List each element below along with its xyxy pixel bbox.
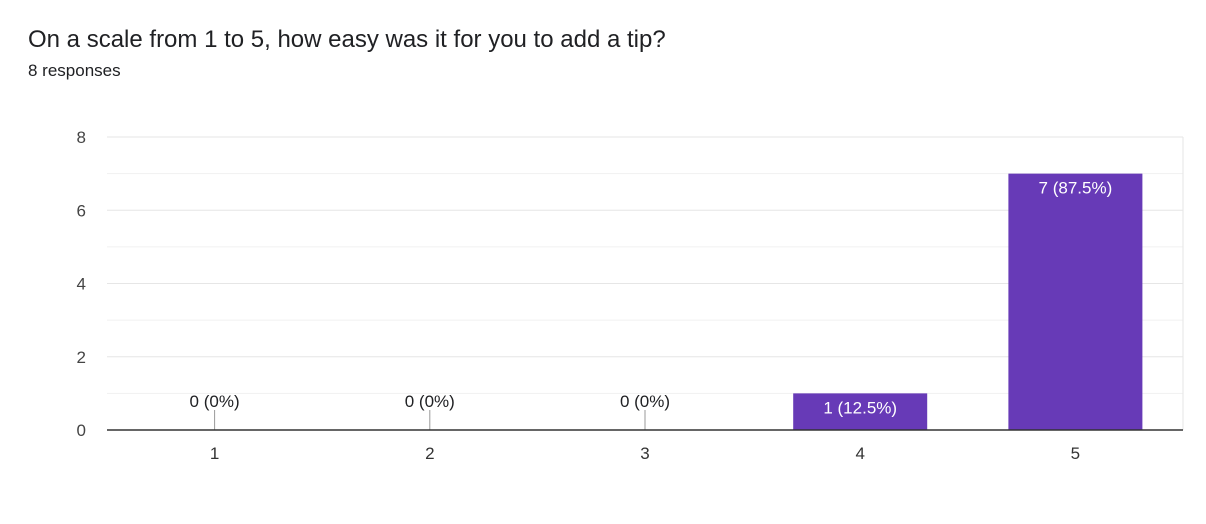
x-tick-label: 1 [210,444,219,463]
bar-data-label: 0 (0%) [190,392,240,411]
bar[interactable] [793,393,928,430]
response-count: 8 responses [28,61,121,80]
bar-data-label: 7 (87.5%) [1039,179,1113,198]
y-tick-label: 4 [77,275,86,294]
bar-data-label: 0 (0%) [405,392,455,411]
x-tick-label: 3 [640,444,649,463]
chart-header: On a scale from 1 to 5, how easy was it … [28,24,666,82]
y-tick-label: 2 [77,348,86,367]
x-tick-label: 4 [855,444,864,463]
bar[interactable] [1008,173,1143,430]
chart-title: On a scale from 1 to 5, how easy was it … [28,26,666,53]
y-tick-label: 0 [77,421,86,440]
bar-data-label: 1 (12.5%) [823,398,897,417]
x-tick-label: 5 [1071,444,1080,463]
y-tick-label: 8 [77,128,86,147]
bar-data-label: 0 (0%) [620,392,670,411]
y-tick-label: 6 [77,201,86,220]
x-tick-label: 2 [425,444,434,463]
